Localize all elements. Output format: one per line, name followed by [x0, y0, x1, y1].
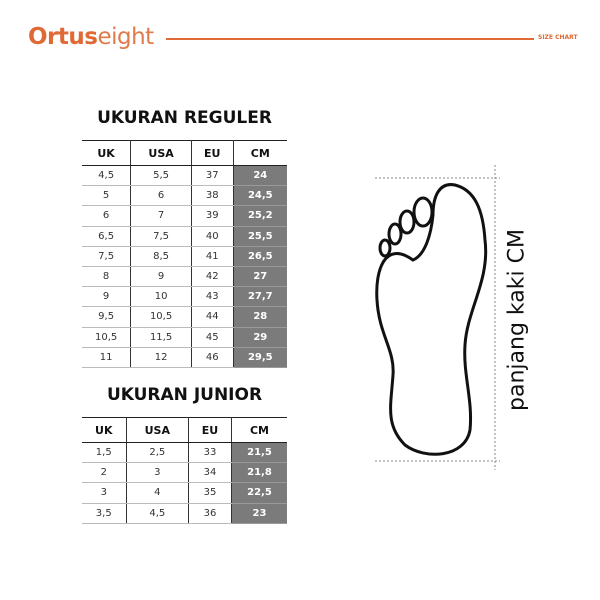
foot-length-label: panjang kaki CM [504, 229, 530, 411]
column-header: UK [82, 417, 127, 443]
column-header: USA [130, 140, 192, 166]
cell-eu: 42 [191, 266, 234, 288]
regular-size-table: UK USA EU CM 4,5 5,5 37 24 5 6 38 24,5 6 7 39 25,2 6,5 7,… [82, 140, 287, 368]
table-row: 1,5 2,5 33 21,5 [82, 442, 287, 464]
table-row: 7,5 8,5 41 26,5 [82, 246, 287, 267]
cell-cm: 29 [233, 327, 287, 348]
cell-cm: 28 [233, 306, 287, 328]
cell-usa: 11,5 [130, 327, 192, 348]
regular-title: UKURAN REGULER [97, 108, 272, 128]
table-row: 6,5 7,5 40 25,5 [82, 226, 287, 247]
header-row: UK USA EU CM [82, 417, 287, 443]
cell-eu: 39 [191, 205, 234, 227]
header-row: UK USA EU CM [82, 140, 287, 166]
cell-uk: 11 [82, 347, 132, 368]
column-header: EU [191, 140, 234, 166]
cell-cm: 27,7 [233, 286, 287, 308]
cell-cm: 25,5 [233, 226, 287, 247]
junior-title: UKURAN JUNIOR [106, 385, 263, 405]
cell-uk: 3,5 [82, 503, 127, 524]
table-row: 9 10 43 27,7 [82, 286, 287, 308]
column-header: EU [188, 417, 232, 443]
cell-uk: 8 [82, 266, 132, 288]
table-row: 3,5 4,5 36 23 [82, 503, 287, 524]
cell-eu: 37 [191, 165, 234, 187]
cell-usa: 10 [130, 286, 192, 308]
column-header: USA [126, 417, 190, 443]
table-row: 6 7 39 25,2 [82, 205, 287, 227]
cell-eu: 33 [188, 442, 232, 464]
foot-outline-icon [375, 165, 500, 470]
cell-usa: 5,5 [130, 165, 192, 187]
cell-cm: 24,5 [233, 185, 287, 207]
cell-eu: 46 [191, 347, 234, 368]
cell-uk: 6 [82, 205, 132, 227]
cell-cm: 23 [231, 503, 287, 524]
cell-uk: 2 [82, 462, 127, 484]
cell-eu: 38 [191, 185, 234, 207]
cell-cm: 25,2 [233, 205, 287, 227]
cell-uk: 3 [82, 482, 127, 504]
cell-eu: 41 [191, 246, 234, 267]
cell-usa: 12 [130, 347, 192, 368]
table-row: 10,5 11,5 45 29 [82, 327, 287, 348]
cell-uk: 7,5 [82, 246, 132, 267]
cell-uk: 6,5 [82, 226, 132, 247]
cell-cm: 21,5 [231, 442, 287, 464]
cell-uk: 9 [82, 286, 132, 308]
cell-eu: 45 [191, 327, 234, 348]
size-chart-label: SIZE CHART [538, 34, 578, 41]
table-row: 3 4 35 22,5 [82, 482, 287, 504]
column-header: CM [233, 140, 287, 166]
junior-size-table: UK USA EU CM 1,5 2,5 33 21,5 2 3 34 21,8 3 4 35 22,5 3,5… [82, 417, 287, 524]
cell-usa: 10,5 [130, 306, 192, 328]
cell-eu: 44 [191, 306, 234, 328]
brand-logo: Ortuseight [28, 24, 154, 50]
cell-cm: 29,5 [233, 347, 287, 368]
cell-eu: 40 [191, 226, 234, 247]
cell-cm: 24 [233, 165, 287, 187]
cell-uk: 10,5 [82, 327, 132, 348]
cell-usa: 9 [130, 266, 192, 288]
cell-usa: 3 [126, 462, 190, 484]
cell-cm: 27 [233, 266, 287, 288]
cell-uk: 1,5 [82, 442, 127, 464]
cell-usa: 2,5 [126, 442, 190, 464]
table-row: 9,5 10,5 44 28 [82, 306, 287, 328]
cell-usa: 8,5 [130, 246, 192, 267]
cell-usa: 4,5 [126, 503, 190, 524]
table-row: 4,5 5,5 37 24 [82, 165, 287, 187]
table-row: 8 9 42 27 [82, 266, 287, 288]
cell-eu: 43 [191, 286, 234, 308]
cell-usa: 7 [130, 205, 192, 227]
cell-eu: 34 [188, 462, 232, 484]
column-header: CM [231, 417, 287, 443]
column-header: UK [82, 140, 132, 166]
table-row: 5 6 38 24,5 [82, 185, 287, 207]
cell-uk: 5 [82, 185, 132, 207]
cell-usa: 7,5 [130, 226, 192, 247]
cell-eu: 36 [188, 503, 232, 524]
table-row: 2 3 34 21,8 [82, 462, 287, 484]
cell-uk: 4,5 [82, 165, 132, 187]
cell-usa: 6 [130, 185, 192, 207]
cell-uk: 9,5 [82, 306, 132, 328]
cell-cm: 22,5 [231, 482, 287, 504]
cell-usa: 4 [126, 482, 190, 504]
cell-cm: 21,8 [231, 462, 287, 484]
cell-eu: 35 [188, 482, 232, 504]
header-divider [166, 38, 534, 40]
table-row: 11 12 46 29,5 [82, 347, 287, 368]
cell-cm: 26,5 [233, 246, 287, 267]
